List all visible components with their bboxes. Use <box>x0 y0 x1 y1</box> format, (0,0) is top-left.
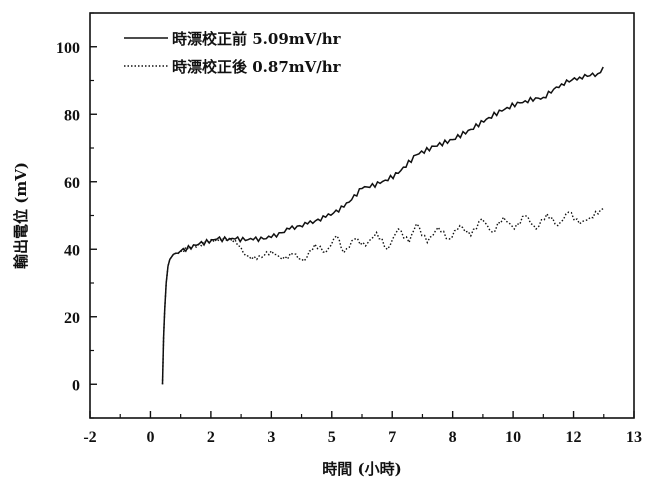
series-line-1 <box>161 208 604 385</box>
y-axis: 0 20 40 60 80 100 <box>56 12 97 419</box>
x-axis: -2 0 2 3 5 7 8 10 12 13 <box>83 411 642 446</box>
y-tick-label: 100 <box>56 40 80 57</box>
y-tick-label: 40 <box>64 242 80 259</box>
x-tick-label: 5 <box>328 429 336 446</box>
x-axis-title: 時間 (小時) <box>322 460 401 478</box>
x-tick-label: 13 <box>626 429 642 446</box>
x-tick-label: 3 <box>267 429 275 446</box>
x-tick-label: -2 <box>83 429 96 446</box>
x-tick-label: 8 <box>449 429 457 446</box>
x-tick-label: 7 <box>388 429 396 446</box>
y-tick-label: 0 <box>72 377 80 394</box>
y-tick-label: 60 <box>64 175 80 192</box>
y-tick-label: 80 <box>64 107 80 124</box>
series-line-0 <box>161 66 604 385</box>
y-axis-title: 輸出電位 (mV) <box>12 162 30 269</box>
x-tick-label: 2 <box>207 429 215 446</box>
legend: 時漂校正前 5.09mV/hr 時漂校正後 0.87mV/hr <box>124 30 342 76</box>
legend-label-before: 時漂校正前 5.09mV/hr <box>172 30 342 48</box>
y-tick-label: 20 <box>64 310 80 327</box>
series-layer <box>161 66 604 385</box>
x-tick-label: 12 <box>566 429 582 446</box>
x-tick-label: 10 <box>505 429 521 446</box>
x-tick-label: 0 <box>146 429 154 446</box>
legend-label-after: 時漂校正後 0.87mV/hr <box>172 58 342 76</box>
